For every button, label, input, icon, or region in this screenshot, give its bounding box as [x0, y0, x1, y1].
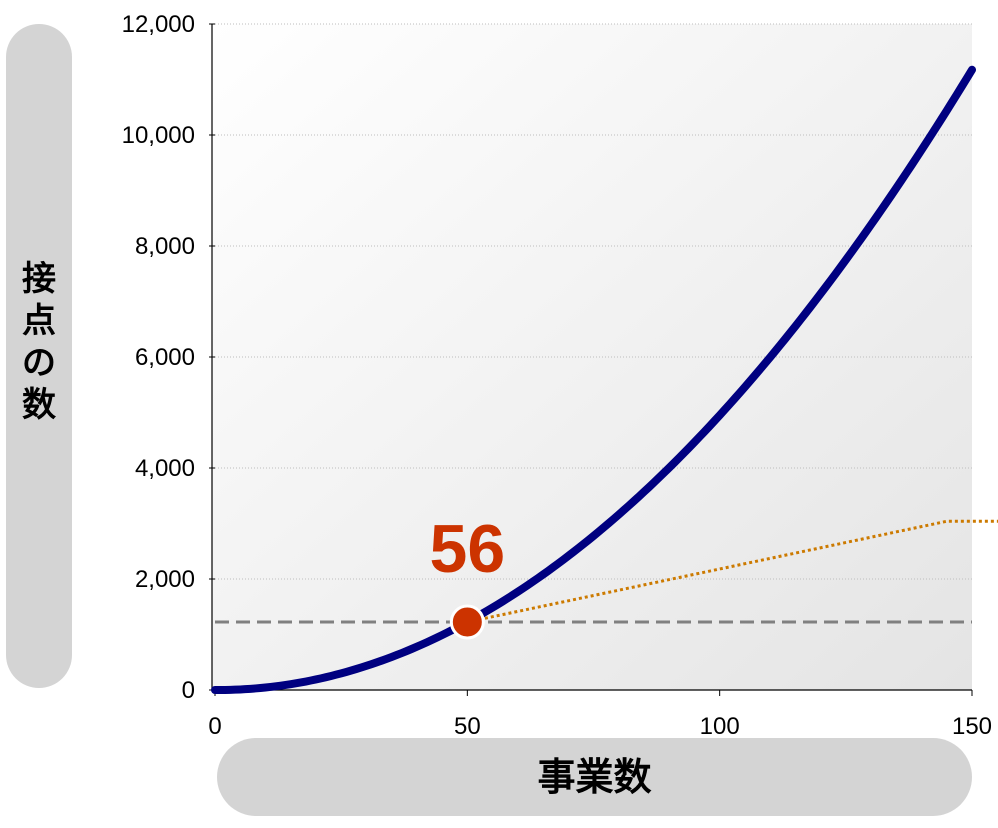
x-tick-label: 50	[454, 713, 481, 740]
x-axis-label: 事業数	[537, 755, 652, 799]
y-tick-label: 4,000	[135, 455, 195, 482]
main-curve	[211, 65, 976, 694]
y-tick-label: 8,000	[135, 233, 195, 260]
x-tick-label: 150	[952, 713, 992, 740]
intersection-marker	[449, 604, 485, 640]
y-tick-label: 10,000	[122, 122, 195, 149]
gridlines	[215, 23, 972, 580]
x-axis-label-background	[217, 738, 972, 816]
y-axis-label-background	[6, 24, 72, 688]
series-layer	[211, 65, 998, 694]
x-tick-label: 0	[208, 713, 221, 740]
tick-labels: 0 2,000 4,000 6,000 8,000 10,000 12,000 0 50 100 1…	[122, 11, 992, 740]
annotation-label: 56	[430, 511, 506, 587]
y-tick-label: 12,000	[122, 11, 195, 38]
x-tick-label: 100	[700, 713, 740, 740]
y-tick-label: 2,000	[135, 566, 195, 593]
y-axis-label: 接点の数	[22, 259, 56, 425]
trend-line	[467, 519, 998, 624]
y-tick-label: 6,000	[135, 344, 195, 371]
y-tick-label: 0	[182, 677, 195, 704]
